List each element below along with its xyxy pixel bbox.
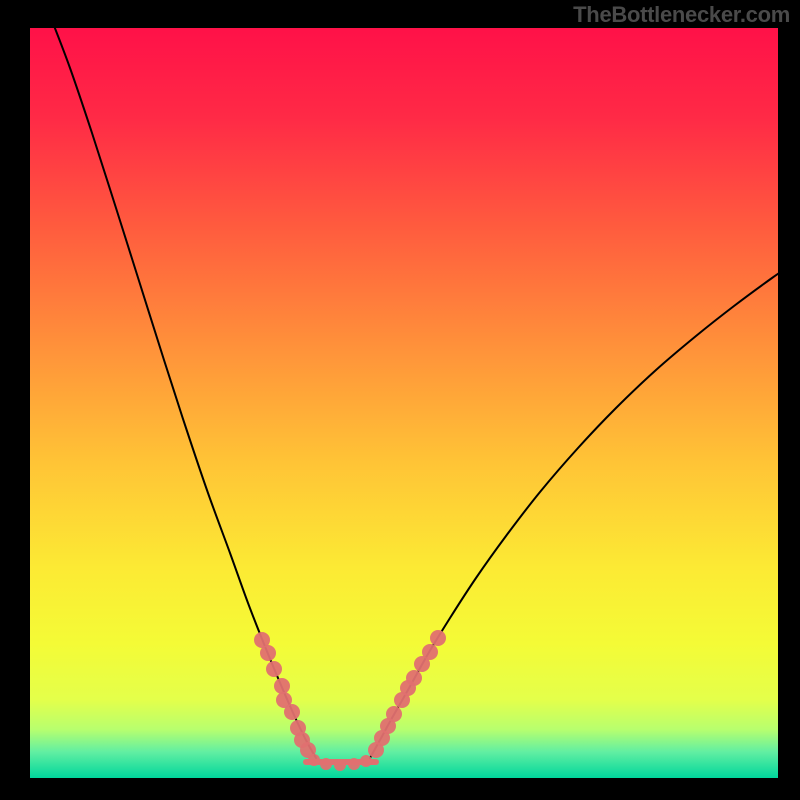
bottleneck-chart — [30, 28, 778, 778]
bead-left — [284, 704, 300, 720]
frame-right — [778, 0, 800, 800]
bead-floor — [360, 755, 372, 767]
bead-floor — [320, 758, 332, 770]
bead-left — [260, 645, 276, 661]
bead-right — [386, 706, 402, 722]
curve-right — [370, 266, 778, 758]
bead-left — [274, 678, 290, 694]
curve-left — [51, 28, 316, 758]
bead-right — [430, 630, 446, 646]
bead-right — [406, 670, 422, 686]
bead-floor — [308, 754, 320, 766]
curve-layer — [30, 28, 778, 778]
bead-floor — [334, 759, 346, 771]
bead-right — [422, 644, 438, 660]
bead-left — [266, 661, 282, 677]
frame-bottom — [0, 778, 800, 800]
bead-floor — [348, 758, 360, 770]
frame-left — [0, 0, 30, 800]
watermark-text: TheBottlenecker.com — [573, 2, 790, 28]
